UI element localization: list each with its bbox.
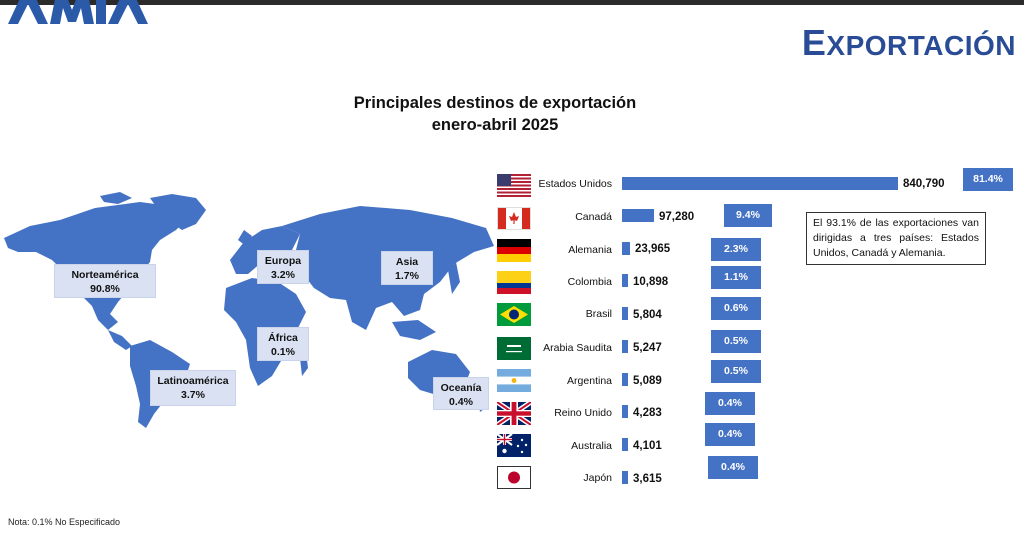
country-label: Canadá xyxy=(575,211,612,223)
share-label: 81.4% xyxy=(963,168,1013,191)
value-label: 5,804 xyxy=(633,309,662,321)
chart-title-line2: enero-abril 2025 xyxy=(431,116,559,134)
chart-title: Principales destinos de exportación ener… xyxy=(300,92,690,136)
region-name: Norteamérica xyxy=(71,269,139,281)
section-title: EXPORTACIÓN xyxy=(802,22,1016,64)
value-label: 5,089 xyxy=(633,375,662,387)
footnote: Nota: 0.1% No Especificado xyxy=(8,517,121,527)
country-label: Brasil xyxy=(585,308,612,320)
share-label: 9.4% xyxy=(724,204,772,227)
value-label: 23,965 xyxy=(635,243,671,255)
world-map xyxy=(0,190,500,430)
top-bar xyxy=(0,0,1024,5)
region-africa: África 0.1% xyxy=(257,327,309,361)
region-pct: 3.2% xyxy=(271,269,295,281)
bar xyxy=(622,340,628,353)
country-label: Argentina xyxy=(567,375,612,387)
region-name: Oceanía xyxy=(440,382,482,394)
share-label: 0.4% xyxy=(705,392,755,415)
share-label: 0.6% xyxy=(711,297,761,320)
flag-japan-icon xyxy=(497,466,531,489)
amia-logo xyxy=(6,0,152,24)
share-label: 0.5% xyxy=(711,330,761,353)
bar xyxy=(622,307,628,320)
country-label: Alemania xyxy=(568,244,612,256)
region-europa: Europa 3.2% xyxy=(257,250,309,284)
flag-saudi-arabia-icon xyxy=(497,337,531,360)
value-label: 10,898 xyxy=(633,276,669,288)
region-name: Europa xyxy=(264,255,302,267)
country-label: Australia xyxy=(571,440,612,452)
share-label: 0.4% xyxy=(705,423,755,446)
bar xyxy=(622,242,630,255)
flag-usa-icon xyxy=(497,174,531,197)
flag-canada-icon xyxy=(497,207,531,230)
region-pct: 0.1% xyxy=(271,346,295,358)
share-label: 1.1% xyxy=(711,266,761,289)
summary-note: El 93.1% de las exportaciones van dirigi… xyxy=(806,212,986,265)
bar xyxy=(622,405,628,418)
flag-colombia-icon xyxy=(497,271,531,294)
region-name: Asia xyxy=(395,256,419,268)
country-label: Arabia Saudita xyxy=(543,342,612,354)
region-name: Latinoamérica xyxy=(157,375,229,387)
region-pct: 3.7% xyxy=(181,389,205,401)
flag-brazil-icon xyxy=(497,303,531,326)
country-label: Estados Unidos xyxy=(538,178,612,190)
section-title-text: EXPORTACIÓN xyxy=(801,22,1016,63)
value-label: 5,247 xyxy=(633,342,662,354)
share-label: 2.3% xyxy=(711,238,761,261)
flag-argentina-icon xyxy=(497,369,531,392)
value-label: 4,101 xyxy=(633,440,662,452)
country-label: Reino Unido xyxy=(554,407,612,419)
bar xyxy=(622,373,628,386)
region-name: África xyxy=(268,332,298,344)
value-label: 3,615 xyxy=(633,473,662,485)
flag-australia-icon xyxy=(497,434,531,457)
region-norteamerica: Norteamérica 90.8% xyxy=(54,264,156,298)
share-label: 0.5% xyxy=(711,360,761,383)
value-label: 97,280 xyxy=(659,211,695,223)
bar xyxy=(622,209,654,222)
bar xyxy=(622,438,628,451)
bar xyxy=(622,274,628,287)
country-label: Colombia xyxy=(567,276,612,288)
chart-title-line1: Principales destinos de exportación xyxy=(353,94,637,112)
bar xyxy=(622,471,628,484)
flag-uk-icon xyxy=(497,402,531,425)
share-label: 0.4% xyxy=(708,456,758,479)
country-label: Japón xyxy=(583,472,612,484)
region-pct: 0.4% xyxy=(449,396,473,408)
region-asia: Asia 1.7% xyxy=(381,251,433,285)
value-label: 4,283 xyxy=(633,407,662,419)
region-latinoamerica: Latinoamérica 3.7% xyxy=(150,370,236,406)
region-oceania: Oceanía 0.4% xyxy=(433,377,489,410)
value-label: 840,790 xyxy=(903,178,945,190)
region-pct: 90.8% xyxy=(90,283,120,295)
flag-germany-icon xyxy=(497,239,531,262)
region-pct: 1.7% xyxy=(395,270,419,282)
bar xyxy=(622,177,898,190)
